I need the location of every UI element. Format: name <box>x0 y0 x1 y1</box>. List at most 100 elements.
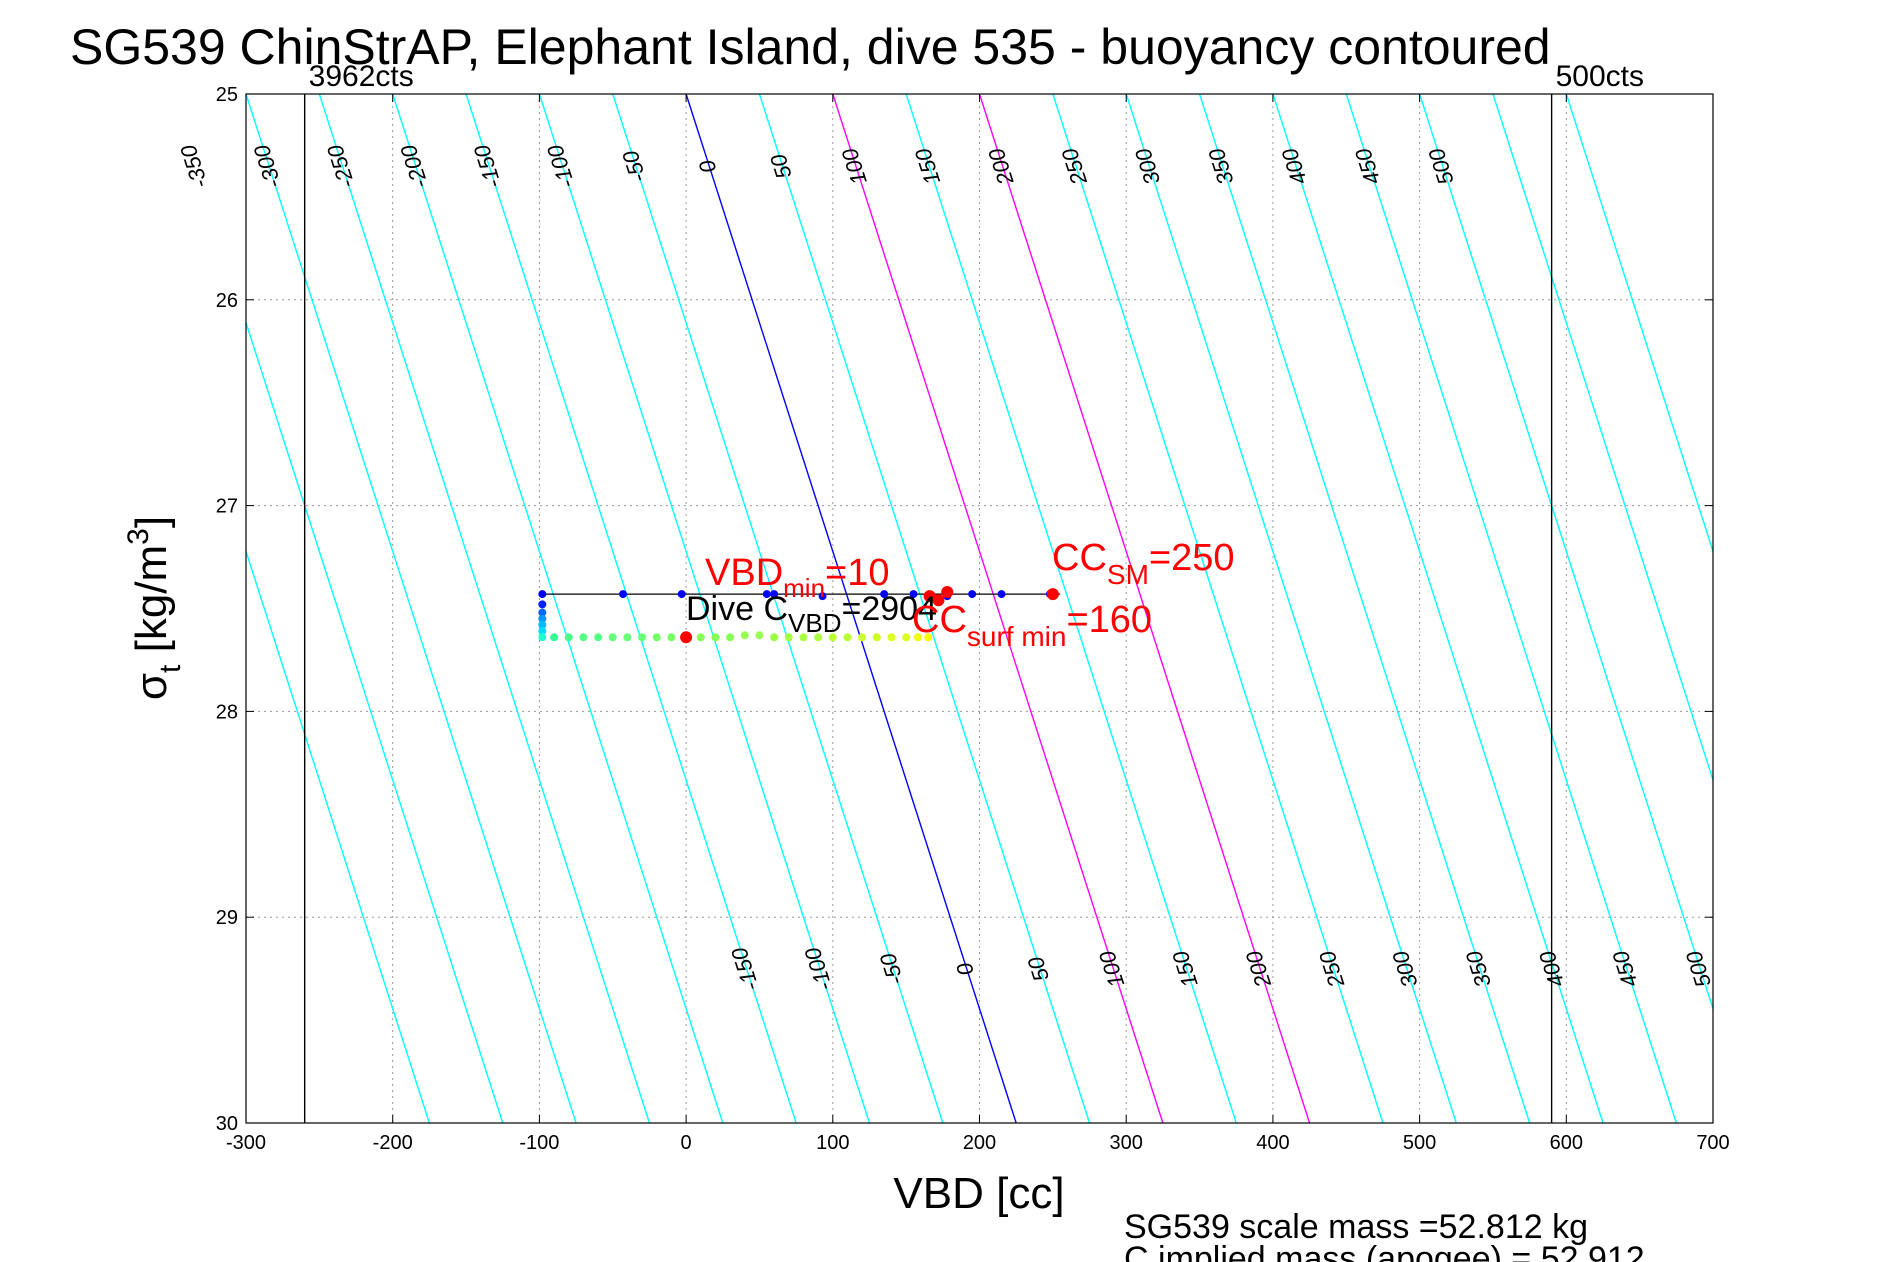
dive-point <box>538 633 547 642</box>
y-tick-label: 29 <box>216 907 238 929</box>
annotation-dive-c: Dive CVBD=2904 <box>686 590 937 638</box>
y-tick-label: 26 <box>216 290 238 312</box>
dive-point <box>818 592 827 601</box>
contour-label-top: 300 <box>1130 145 1165 188</box>
contour-line <box>392 94 724 1123</box>
annotation-vbd-min: VBDmin=10 <box>705 552 890 603</box>
dive-point <box>843 633 852 642</box>
annotation-dive-c-value: =2904 <box>842 590 938 628</box>
dive-point <box>872 633 881 642</box>
dive-point <box>909 590 918 599</box>
contour-labels: -350 -300 -250 -200 -150-150-100-100-50-5000… <box>175 141 1716 994</box>
contour-label-bottom: 500 <box>1681 947 1716 990</box>
contour-label-top: -150 <box>469 141 506 191</box>
contour-line <box>758 94 1091 1123</box>
red-marker <box>941 586 954 599</box>
annotation-cc-sm-sub: SM <box>1107 559 1149 590</box>
annotation-cc-sm-value: =250 <box>1149 537 1235 579</box>
y-axis-label-sigma: σ <box>127 673 176 700</box>
dive-point <box>677 590 686 599</box>
contour-label-top: -250 <box>322 141 359 191</box>
dive-point <box>913 633 922 642</box>
contour-line <box>1125 94 1457 1123</box>
annotation-vbd-min-sub: min <box>783 573 825 603</box>
contour-line <box>832 94 1164 1123</box>
dive-point <box>538 600 547 609</box>
red-markers <box>680 586 1059 644</box>
dive-point <box>579 633 588 642</box>
footer-implied-mass-text: implied mass (apogee) = 52.912 <box>1149 1240 1645 1262</box>
count-limit-lines: 3962cts 500cts <box>303 60 1644 1123</box>
dive-point <box>652 633 661 642</box>
contour-line <box>1198 94 1531 1123</box>
contour-label-bottom: 250 <box>1314 947 1350 991</box>
dive-point <box>619 590 628 599</box>
footer-implied-mass-symbol: C <box>1124 1240 1149 1262</box>
x-tick-label: 300 <box>1110 1132 1143 1154</box>
count-limit-label: 500cts <box>1556 60 1644 93</box>
contour-label-bottom: 100 <box>1094 947 1129 990</box>
annotation-cc-surf: CCsurf min=160 <box>912 599 1152 652</box>
dive-point <box>538 620 547 629</box>
annotation-cc-sm-main: CC <box>1052 537 1107 579</box>
footer-implied-mass: C implied mass (apogee) = 52.912 <box>1124 1240 1645 1262</box>
contour-label-bottom: -50 <box>875 949 909 988</box>
contour-label-top: 450 <box>1350 145 1385 188</box>
grid-lines <box>246 94 1713 1123</box>
contour-label-bottom: -100 <box>799 944 836 994</box>
y-axis-label-units: [kg/m <box>127 545 176 665</box>
dive-point <box>726 633 735 642</box>
dive-point <box>667 633 676 642</box>
y-axis-ticks: 25 26 27 28 29 30 <box>216 84 1713 1135</box>
dive-point <box>550 633 559 642</box>
contour-label-top: 250 <box>1057 145 1093 189</box>
dive-point <box>594 633 603 642</box>
x-tick-label: -300 <box>226 1132 266 1154</box>
x-tick-label: 0 <box>681 1132 692 1154</box>
contour-line <box>1052 94 1384 1123</box>
y-axis-label: σt [kg/m3] <box>122 516 187 700</box>
dive-point <box>696 633 705 642</box>
contour-line <box>318 94 651 1123</box>
contour-label-bottom: 150 <box>1167 947 1202 990</box>
contour-line <box>1565 94 1713 554</box>
contour-label-bottom: 350 <box>1461 947 1496 990</box>
contour-label-top: -50 <box>617 147 651 186</box>
contour-label-bottom: 450 <box>1607 947 1642 990</box>
contour-label-top: 400 <box>1277 145 1312 188</box>
dive-point <box>880 590 889 599</box>
dive-point <box>902 633 911 642</box>
dive-point <box>608 633 617 642</box>
contour-line <box>905 94 1237 1123</box>
dive-point <box>638 633 647 642</box>
x-axis-ticks: -300 -200 -100 0 100 200 300 400 500 600 700 <box>226 94 1730 1154</box>
x-tick-label: -100 <box>519 1132 559 1154</box>
contour-line <box>1272 94 1604 1123</box>
annotation-dive-c-main: Dive C <box>686 590 788 628</box>
contour-label-top: 350 <box>1203 145 1238 188</box>
dive-point <box>762 590 771 599</box>
contour-label-top: 200 <box>983 145 1019 189</box>
y-axis-label-sub: t <box>154 664 187 673</box>
contour-label-top: -100 <box>542 141 579 191</box>
contour-line <box>685 94 1017 1123</box>
x-tick-label: 600 <box>1550 1132 1583 1154</box>
contour-label-top: 100 <box>837 145 872 188</box>
y-tick-label: 25 <box>216 84 238 106</box>
red-marker <box>932 594 945 607</box>
red-marker <box>680 631 693 644</box>
red-marker <box>1046 588 1059 601</box>
y-tick-label: 27 <box>216 496 238 518</box>
x-tick-label: -200 <box>373 1132 413 1154</box>
x-tick-label: 700 <box>1696 1132 1729 1154</box>
contour-line <box>538 94 871 1123</box>
x-tick-label: 100 <box>816 1132 849 1154</box>
contour-line <box>465 94 797 1123</box>
y-axis-label-close: ] <box>127 516 176 528</box>
dive-point <box>538 627 547 636</box>
dive-point <box>924 633 933 642</box>
y-tick-label: 28 <box>216 701 238 723</box>
contour-label-bottom: 300 <box>1387 947 1422 990</box>
dive-point <box>538 590 547 599</box>
